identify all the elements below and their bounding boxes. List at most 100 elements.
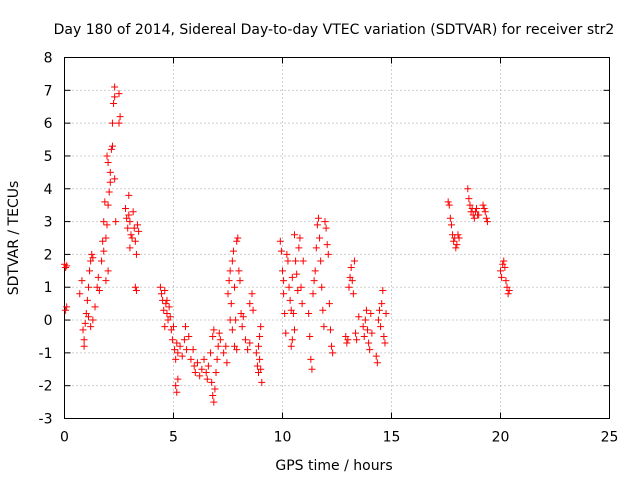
data-point bbox=[228, 326, 236, 334]
data-point bbox=[380, 332, 388, 340]
data-point bbox=[310, 277, 318, 285]
data-point bbox=[343, 339, 351, 347]
data-point bbox=[382, 309, 390, 317]
data-point bbox=[280, 290, 288, 298]
data-point bbox=[364, 326, 372, 334]
y-tick-label: 8 bbox=[44, 51, 53, 67]
data-point bbox=[183, 346, 191, 354]
y-tick-label: 3 bbox=[44, 215, 53, 231]
data-point bbox=[161, 323, 169, 331]
data-point bbox=[193, 359, 201, 367]
data-point bbox=[81, 319, 89, 327]
data-point bbox=[124, 224, 132, 232]
data-point bbox=[374, 316, 382, 324]
data-point bbox=[216, 336, 224, 344]
data-point bbox=[238, 323, 246, 331]
data-point bbox=[174, 349, 182, 357]
data-point bbox=[246, 300, 254, 308]
data-point bbox=[359, 323, 367, 331]
data-point bbox=[178, 352, 186, 360]
data-point bbox=[174, 375, 182, 383]
data-point bbox=[279, 267, 286, 275]
data-point bbox=[329, 349, 337, 357]
data-point bbox=[317, 257, 325, 265]
data-point bbox=[233, 237, 241, 245]
data-point bbox=[290, 326, 298, 334]
data-point bbox=[446, 214, 454, 222]
data-point bbox=[379, 287, 387, 295]
data-point bbox=[99, 237, 107, 245]
data-point bbox=[162, 300, 170, 308]
data-point bbox=[63, 262, 71, 270]
data-point bbox=[158, 290, 166, 298]
data-point bbox=[134, 221, 142, 229]
data-point bbox=[103, 221, 111, 229]
data-point bbox=[172, 355, 180, 363]
data-point bbox=[345, 283, 353, 291]
y-tick-label: -3 bbox=[39, 412, 53, 428]
data-point bbox=[95, 287, 103, 295]
data-point bbox=[258, 378, 266, 386]
data-point bbox=[208, 378, 216, 386]
data-point bbox=[115, 119, 123, 127]
data-point bbox=[360, 332, 368, 340]
data-point bbox=[76, 290, 84, 298]
data-points bbox=[61, 83, 513, 406]
data-point bbox=[234, 234, 242, 242]
data-point bbox=[80, 336, 88, 344]
data-point bbox=[131, 283, 139, 291]
data-point bbox=[111, 93, 119, 101]
data-point bbox=[318, 283, 326, 291]
data-point bbox=[256, 332, 264, 340]
data-point bbox=[228, 257, 236, 265]
data-point bbox=[122, 204, 130, 212]
data-point bbox=[125, 191, 133, 199]
data-point bbox=[198, 365, 206, 373]
data-point bbox=[173, 339, 181, 347]
data-point bbox=[253, 362, 261, 370]
data-point bbox=[100, 247, 108, 255]
data-point bbox=[115, 90, 123, 98]
data-point bbox=[284, 257, 292, 265]
data-point bbox=[103, 152, 111, 160]
data-point bbox=[108, 142, 116, 150]
data-point bbox=[323, 241, 331, 249]
data-point bbox=[111, 83, 119, 91]
data-point bbox=[98, 257, 106, 265]
data-point bbox=[181, 323, 189, 331]
data-point bbox=[200, 355, 208, 363]
data-point bbox=[257, 365, 265, 373]
data-point bbox=[321, 218, 329, 226]
data-point bbox=[452, 244, 460, 252]
data-point bbox=[373, 359, 381, 367]
data-point bbox=[328, 342, 336, 350]
y-tick-label: -2 bbox=[39, 379, 53, 395]
data-point bbox=[126, 218, 134, 226]
data-point bbox=[89, 316, 97, 324]
data-point bbox=[372, 352, 380, 360]
data-point bbox=[84, 313, 92, 321]
data-point bbox=[377, 323, 385, 331]
data-point bbox=[231, 283, 239, 291]
data-point bbox=[210, 398, 218, 406]
data-point bbox=[281, 309, 289, 317]
y-tick-label: 7 bbox=[44, 83, 53, 99]
data-point bbox=[106, 178, 114, 186]
data-point bbox=[480, 204, 488, 212]
data-point bbox=[361, 316, 369, 324]
y-tick-label: 6 bbox=[44, 116, 53, 132]
data-point bbox=[308, 365, 316, 373]
data-point bbox=[502, 277, 510, 285]
data-point bbox=[376, 306, 384, 314]
data-point bbox=[176, 342, 184, 350]
data-point bbox=[135, 227, 143, 235]
y-tick-label: 0 bbox=[44, 313, 53, 329]
y-tick-label: 1 bbox=[44, 280, 53, 296]
data-point bbox=[191, 369, 199, 377]
data-point bbox=[86, 267, 94, 275]
data-point bbox=[447, 221, 455, 229]
data-point bbox=[166, 313, 174, 321]
data-point bbox=[319, 306, 327, 314]
data-point bbox=[126, 244, 134, 252]
data-point bbox=[104, 267, 112, 275]
